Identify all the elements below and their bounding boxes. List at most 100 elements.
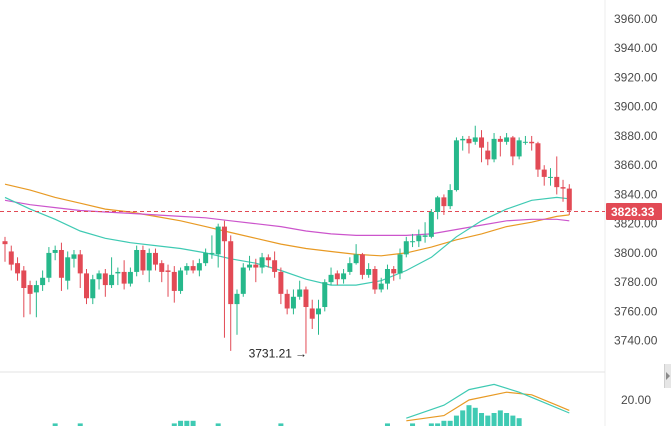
candle-body — [560, 187, 566, 189]
candle — [21, 266, 27, 318]
candle-body — [554, 176, 560, 188]
candle — [535, 141, 541, 177]
volume-bar — [497, 410, 503, 426]
candle — [115, 267, 121, 286]
candle-body — [472, 137, 478, 142]
candle-body — [435, 197, 441, 212]
candle-body — [359, 254, 365, 275]
candle — [71, 249, 77, 268]
candle — [27, 280, 33, 315]
volume-bar — [479, 413, 485, 426]
candle-body — [347, 263, 353, 272]
candle — [121, 260, 127, 290]
candle — [560, 179, 566, 202]
volume-bar — [516, 418, 522, 426]
candle — [253, 258, 259, 283]
candle — [497, 135, 503, 157]
volume-bar — [491, 413, 497, 426]
candle-body — [441, 197, 447, 207]
candle — [40, 270, 46, 291]
candle — [46, 247, 52, 283]
candle — [102, 269, 108, 297]
candle-body — [322, 282, 328, 308]
candle-body — [547, 176, 553, 178]
moving-average-lines — [4, 183, 570, 286]
candle-body — [240, 267, 246, 294]
candle-body — [522, 141, 528, 143]
candle — [58, 242, 64, 291]
last-price-badge: 3828.33 — [606, 203, 662, 221]
candle — [272, 251, 278, 278]
candle-body — [140, 249, 146, 271]
candle-body — [272, 260, 278, 272]
candle-body — [102, 273, 108, 286]
moving-average-line — [4, 183, 570, 257]
candle — [90, 274, 96, 305]
candle-body — [8, 251, 14, 265]
candle-body — [485, 150, 491, 160]
candle — [184, 263, 190, 275]
candle — [566, 184, 572, 215]
candle — [290, 289, 296, 315]
candle-body — [384, 269, 390, 284]
last-price-label: 3828.33 — [611, 205, 655, 219]
candle-body — [134, 249, 140, 272]
candle-body — [259, 257, 265, 268]
candle-body — [479, 137, 485, 148]
volume-bar — [466, 405, 472, 426]
candle — [109, 257, 115, 289]
candle — [410, 233, 416, 248]
candle-body — [203, 252, 209, 264]
volume-bar — [435, 423, 441, 426]
volume-bar — [178, 420, 184, 426]
candle — [297, 280, 303, 300]
candle-body — [33, 285, 39, 293]
min-price-label: 3731.21 — [249, 346, 293, 360]
candle-body — [403, 241, 409, 255]
candle — [359, 252, 365, 280]
candle-body — [84, 273, 90, 299]
candle-body — [247, 264, 253, 268]
candle — [554, 156, 560, 195]
candle — [435, 195, 441, 220]
candle — [316, 299, 321, 335]
candle — [334, 270, 340, 286]
candle — [541, 165, 547, 186]
candle-body — [466, 138, 472, 144]
candle — [510, 135, 516, 166]
candle — [516, 137, 522, 160]
candle-body — [52, 249, 58, 253]
candle-body — [491, 138, 497, 160]
y-tick-label: 3960.00 — [614, 12, 658, 26]
candle-body — [334, 273, 340, 280]
volume-bar — [453, 415, 459, 426]
candle — [178, 267, 184, 294]
candle-body — [497, 138, 503, 142]
candle-body — [328, 274, 334, 283]
candle-body — [284, 293, 290, 309]
candle — [228, 235, 234, 351]
axis-scroll-handle[interactable] — [664, 364, 671, 388]
candle — [209, 235, 215, 259]
candle-body — [27, 285, 33, 294]
candle — [391, 266, 397, 281]
volume-bar — [460, 410, 466, 426]
volume-bar — [190, 420, 196, 426]
candle — [159, 260, 165, 283]
candle-body — [265, 257, 271, 261]
volume-average-line — [406, 383, 570, 419]
candle — [284, 289, 290, 315]
candle-body — [228, 241, 234, 305]
candle — [447, 184, 453, 210]
y-tick-label: 3940.00 — [614, 41, 658, 55]
y-tick-label: 3840.00 — [614, 187, 658, 201]
y-tick-label: 3760.00 — [614, 304, 658, 318]
candle — [428, 209, 434, 239]
y-tick-label: 3800.00 — [614, 246, 658, 260]
candle-body — [510, 137, 516, 157]
candle-body — [65, 257, 71, 281]
volume-bar — [278, 423, 284, 426]
candle — [77, 249, 83, 289]
candle — [84, 269, 90, 305]
